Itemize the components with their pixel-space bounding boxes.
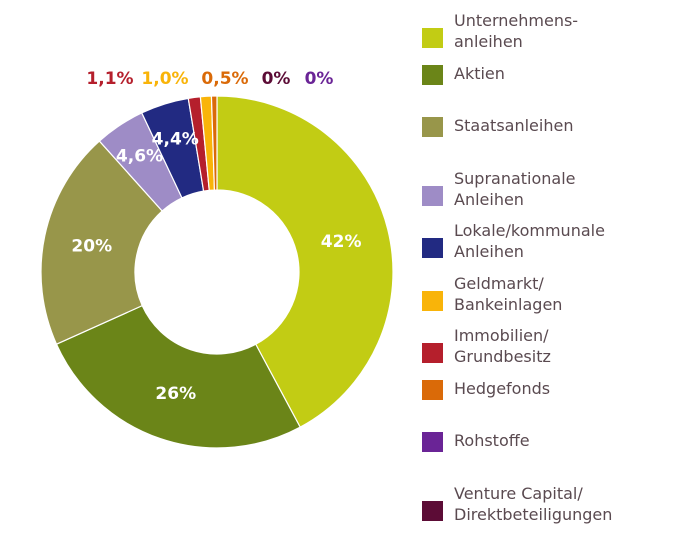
- legend-item-rohstoffe: Rohstoffe: [422, 430, 692, 478]
- legend-label: Rohstoffe: [454, 431, 530, 450]
- legend-swatch: [422, 432, 443, 452]
- donut-slices: [40, 95, 394, 449]
- legend-label: Supranationale Anleihen: [454, 168, 576, 209]
- small-slice-label-5: 0%: [305, 69, 334, 89]
- legend-swatch: [422, 185, 443, 206]
- legend-item-aktien: Aktien: [422, 63, 692, 111]
- small-slice-label-4: 0%: [262, 69, 291, 89]
- legend-label: Lokale/kommunale Anleihen: [454, 221, 605, 261]
- legend-item-lokale-kommunale-anleihen: Lokale/kommunale Anleihen: [422, 220, 692, 268]
- legend-item-hedgefonds: Hedgefonds: [422, 378, 692, 426]
- legend-label: Hedgefonds: [454, 378, 551, 398]
- legend-swatch: [422, 28, 443, 48]
- legend-item-unternehmens-anleihen: Unternehmens- anleihen: [422, 10, 692, 58]
- legend-swatch: [422, 290, 443, 311]
- legend-item-geldmarkt-bankeinlagen: Geldmarkt/ Bankeinlagen: [422, 273, 692, 321]
- legend-label: Staatsanleihen: [454, 116, 574, 135]
- slice-hedgefonds: [210, 95, 218, 191]
- legend-item-staatsanleihen: Staatsanleihen: [422, 115, 692, 163]
- slice-label-supranationale-anleihen: 4,6%: [116, 146, 163, 166]
- small-slice-labels: 1,1% 1,0% 0,5% 0% 0%: [86, 69, 333, 89]
- small-slice-label-1: 1,1%: [86, 69, 133, 89]
- legend-item-venture-capital-direktbeteiligungen: Venture Capital/ Direktbeteiligungen: [422, 483, 692, 531]
- legend-swatch: [422, 117, 443, 137]
- legend-swatch: [422, 379, 443, 400]
- slice-staatsanleihen: [40, 140, 164, 345]
- legend-swatch: [422, 343, 443, 363]
- slice-unternehmens-anleihen: [216, 95, 394, 428]
- slice-label-unternehmens-anleihen: 42%: [321, 232, 362, 252]
- small-slice-label-3: 0,5%: [201, 69, 248, 89]
- legend-label: Unternehmens- anleihen: [454, 11, 579, 51]
- slice-label-lokale-kommunale-anleihen: 4,4%: [152, 129, 199, 149]
- legend-swatch: [422, 500, 443, 521]
- legend-label: Immobilien/ Grundbesitz: [454, 326, 551, 366]
- slice-labels: 42% 26% 20% 4,6%4,4%: [71, 129, 361, 404]
- legend-label: Venture Capital/ Direktbeteiligungen: [454, 483, 613, 524]
- slice-aktien: [55, 304, 301, 449]
- legend-item-supranationale-anleihen: Supranationale Anleihen: [422, 168, 692, 216]
- slice-label-aktien: 26%: [155, 384, 196, 404]
- legend-label: Aktien: [454, 63, 505, 83]
- small-slice-label-2: 1,0%: [141, 69, 188, 89]
- slice-label-staatsanleihen: 20%: [71, 237, 112, 257]
- donut-chart: 42% 26% 20% 4,6%4,4% 1,1% 1,0% 0,5% 0% 0%: [40, 69, 394, 449]
- legend-label: Geldmarkt/ Bankeinlagen: [454, 273, 563, 314]
- legend-swatch: [422, 238, 443, 258]
- legend-item-immobilien-grundbesitz: Immobilien/ Grundbesitz: [422, 325, 692, 373]
- legend-swatch: [422, 64, 443, 85]
